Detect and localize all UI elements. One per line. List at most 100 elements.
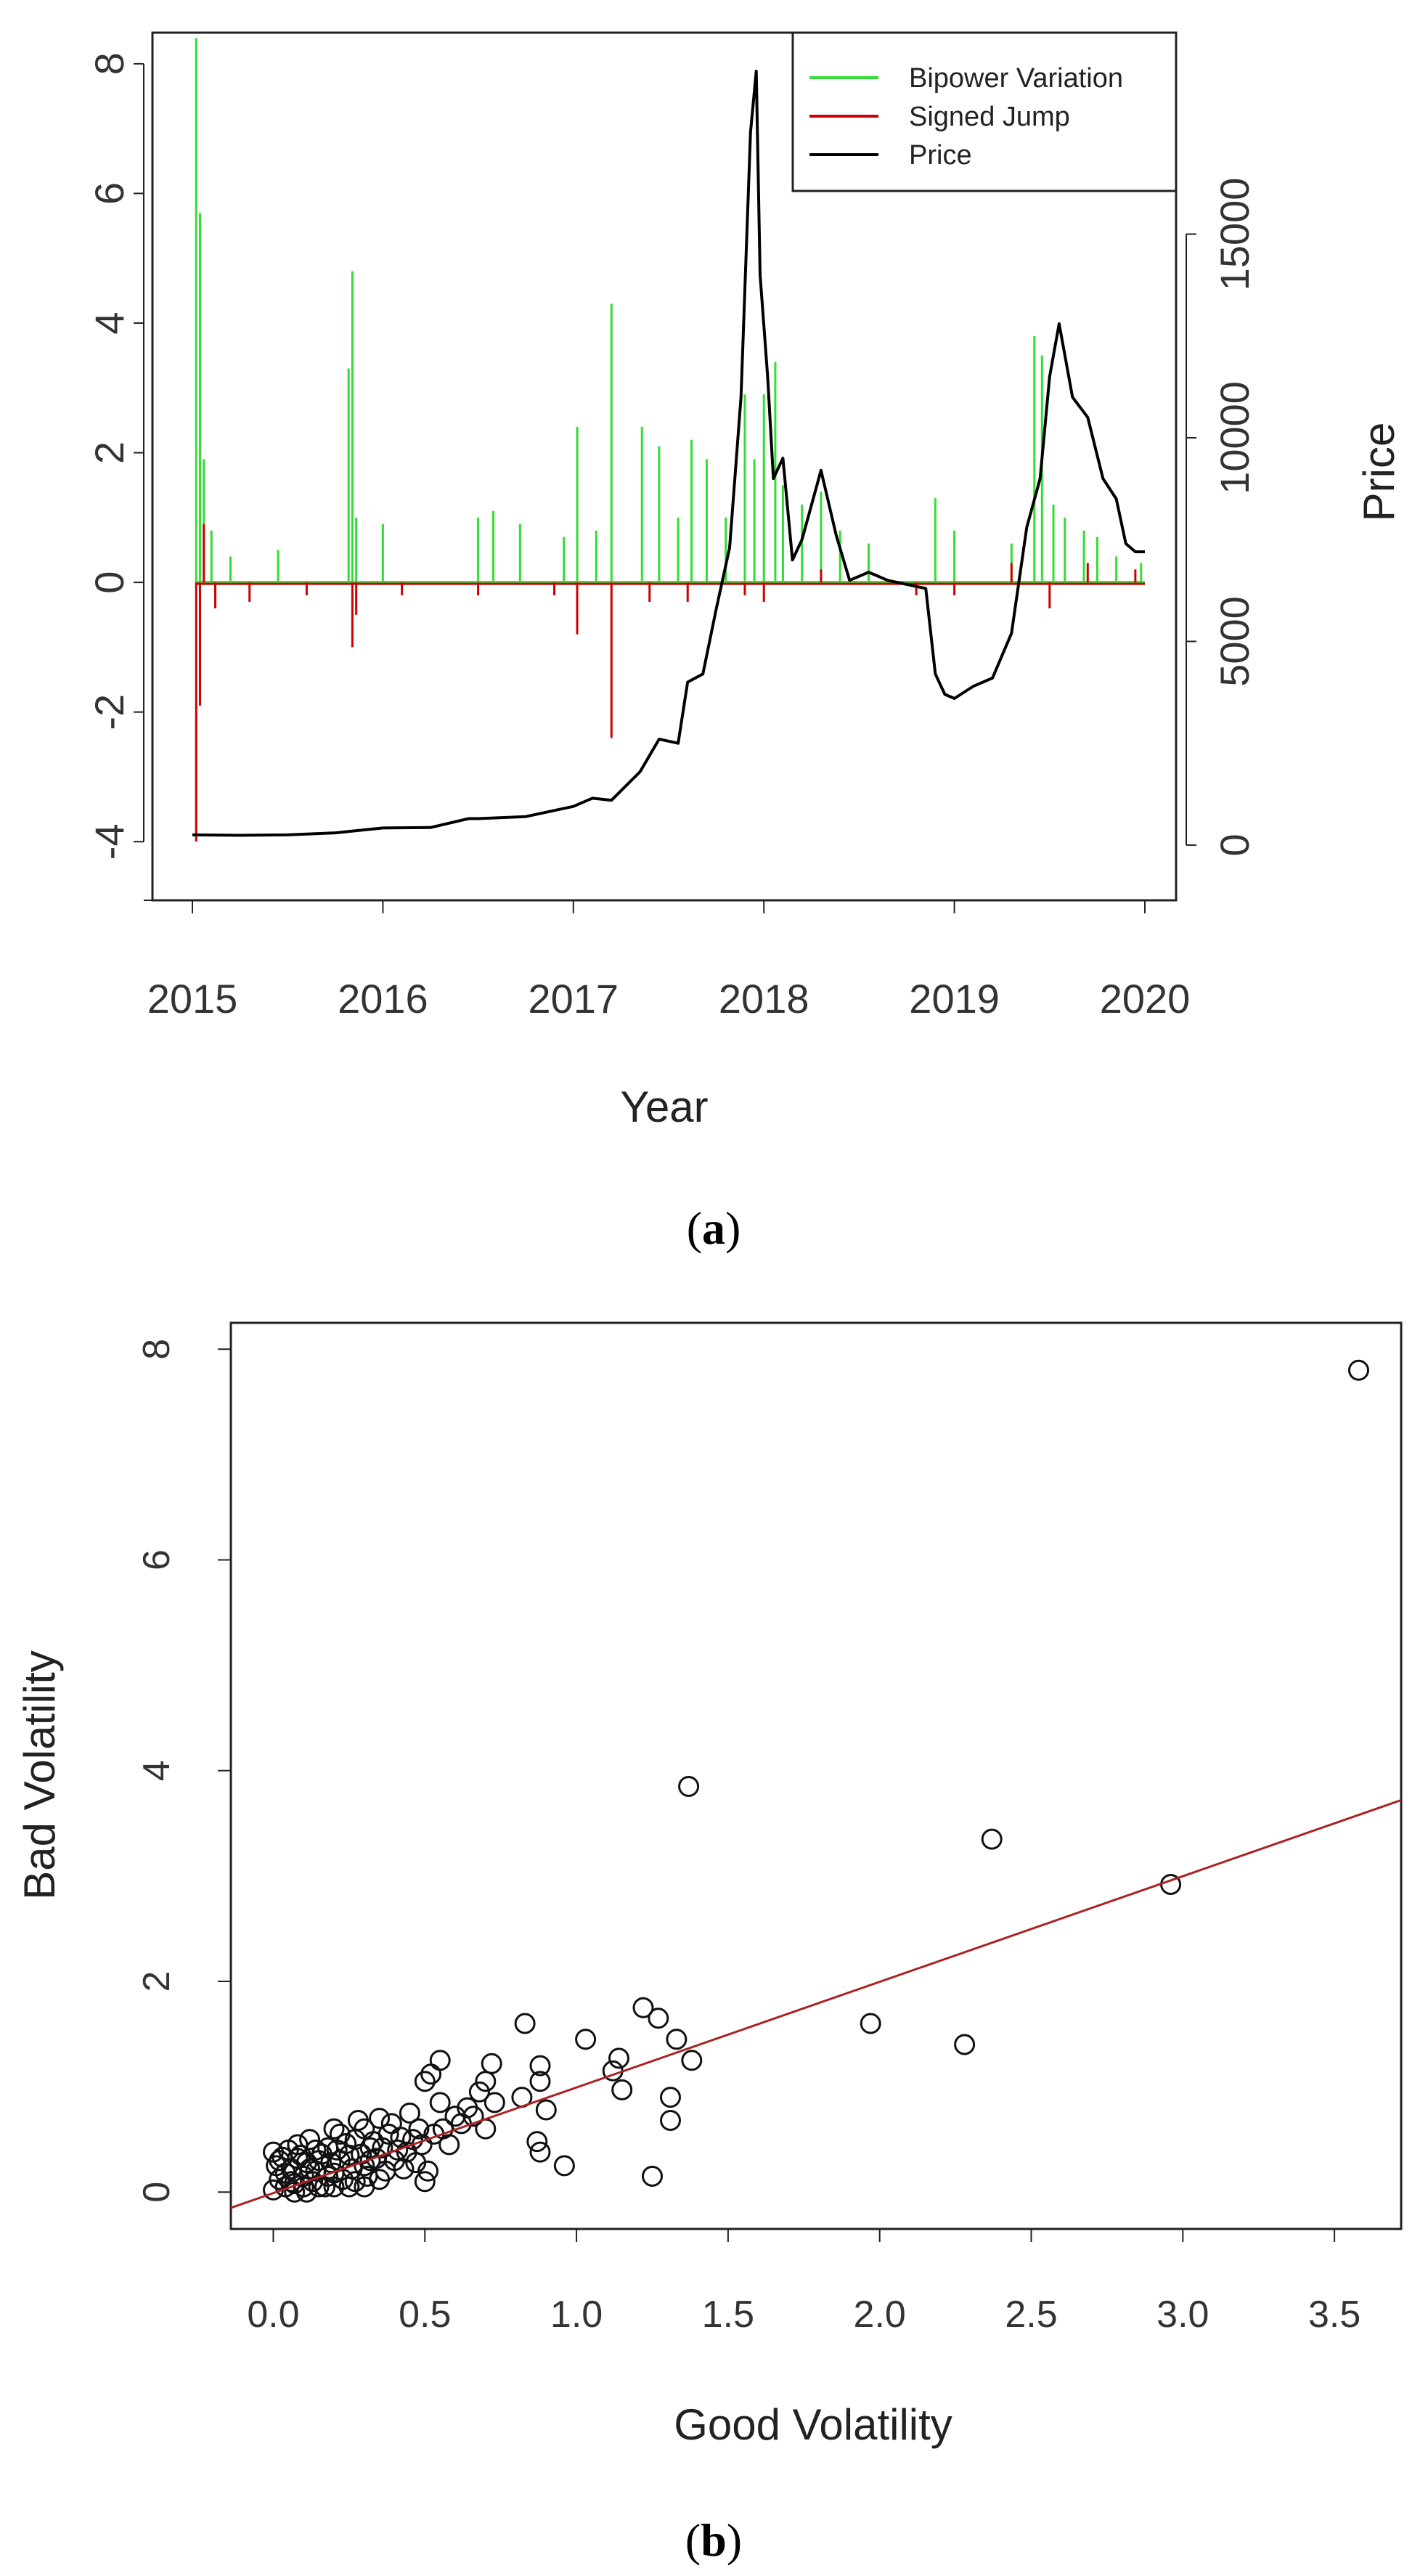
panel-a-legend: Bipower Variation Signed Jump Price xyxy=(791,31,1178,192)
y-tick-label: 0 xyxy=(136,2182,178,2203)
scatter-point xyxy=(414,2071,436,2092)
panel-a-caption: (a) xyxy=(687,1202,741,1254)
y-right-tick-label: 15000 xyxy=(1212,178,1257,291)
panel-a-right-axis-title: Price xyxy=(1355,423,1403,522)
x-tick-label: 3.5 xyxy=(1308,2294,1360,2336)
scatter-point xyxy=(981,1828,1003,1850)
scatter-point xyxy=(475,2071,497,2092)
scatter-point xyxy=(860,2013,881,2034)
panel-a-time-series: 8 6 4 2 0 -2 -4 15000 10000 5000 0 2015 … xyxy=(86,31,1403,1254)
scatter-point xyxy=(529,2055,551,2076)
x-tick-label: 2.0 xyxy=(854,2294,906,2336)
scatter-point xyxy=(263,2141,284,2163)
y-tick-label: 2 xyxy=(86,441,132,464)
scatter-point xyxy=(274,2162,296,2184)
legend-label-signed-jump: Signed Jump xyxy=(909,102,1070,132)
scatter-point xyxy=(323,2176,345,2198)
scatter-point xyxy=(393,2158,415,2180)
scatter-point xyxy=(414,2171,436,2193)
scatter-point xyxy=(359,2150,381,2172)
scatter-point xyxy=(299,2129,321,2151)
legend-label-price: Price xyxy=(909,140,972,171)
y-right-tick-label: 10000 xyxy=(1212,381,1257,494)
scatter-point xyxy=(611,2079,633,2100)
x-tick-label: 2019 xyxy=(909,976,1000,1022)
scatter-point xyxy=(305,2139,327,2161)
scatter-point xyxy=(284,2181,306,2203)
scatter-point xyxy=(648,2008,669,2029)
scatter-point xyxy=(575,2029,597,2050)
scatter-point xyxy=(954,2034,976,2055)
scatter-point xyxy=(354,2176,375,2198)
scatter-point xyxy=(295,2181,317,2203)
y-tick-label: 6 xyxy=(136,1549,178,1570)
y-right-tick-label: 0 xyxy=(1212,833,1257,856)
legend-box xyxy=(791,31,1178,192)
scatter-point xyxy=(399,2102,420,2124)
panel-b-scatter: 0 2 4 6 8 0.0 0.5 1.0 1.5 2.0 2.5 3.0 3.… xyxy=(15,1321,1403,2566)
scatter-point xyxy=(642,2165,663,2187)
scatter-point xyxy=(387,2139,409,2161)
x-tick-label: 1.0 xyxy=(550,2294,603,2336)
scatter-point xyxy=(468,2081,490,2103)
regression-line xyxy=(230,1798,1402,2209)
scatter-point xyxy=(632,1997,654,2018)
scatter-point xyxy=(526,2131,548,2153)
x-tick-label: 1.5 xyxy=(702,2294,754,2336)
x-tick-label: 2015 xyxy=(147,976,238,1022)
x-tick-label: 3.0 xyxy=(1156,2294,1209,2336)
panel-a-y-ticks: 8 6 4 2 0 -2 -4 xyxy=(86,52,132,860)
scatter-point xyxy=(681,2050,703,2071)
scatter-point xyxy=(529,2141,551,2163)
y-right-tick-label: 5000 xyxy=(1212,596,1257,687)
y-tick-label: -2 xyxy=(86,694,132,730)
x-tick-label: 2020 xyxy=(1100,976,1191,1022)
scatter-point xyxy=(420,2063,442,2085)
x-tick-label: 2.5 xyxy=(1005,2294,1057,2336)
scatter-point xyxy=(529,2071,551,2092)
panel-b-marks xyxy=(218,1348,1402,2242)
scatter-point xyxy=(462,2106,484,2127)
scatter-point xyxy=(380,2113,402,2135)
x-tick-label: 0.5 xyxy=(399,2294,451,2336)
scatter-point xyxy=(338,2176,360,2198)
scatter-point xyxy=(429,2092,451,2114)
price-line xyxy=(192,70,1145,837)
y-tick-label: 6 xyxy=(86,182,132,205)
scatter-point xyxy=(323,2118,345,2140)
panel-b-plot-frame xyxy=(229,1321,1403,2230)
y-tick-label: -4 xyxy=(86,823,132,860)
scatter-point xyxy=(608,2047,629,2069)
x-tick-label: 2016 xyxy=(338,976,428,1022)
scatter-point xyxy=(678,1776,700,1797)
scatter-point xyxy=(666,2029,688,2050)
panel-a-right-y-ticks: 15000 10000 5000 0 xyxy=(1212,178,1257,857)
y-tick-label: 4 xyxy=(136,1760,178,1781)
scatter-point xyxy=(514,2013,536,2034)
x-tick-label: 0.0 xyxy=(247,2294,299,2336)
scatter-point xyxy=(660,2110,681,2131)
scatter-point xyxy=(553,2155,575,2177)
scatter-point xyxy=(408,2118,430,2140)
scatter-point xyxy=(1348,1359,1369,1381)
legend-label-bipower: Bipower Variation xyxy=(909,63,1123,94)
scatter-point xyxy=(369,2108,391,2129)
scatter-point xyxy=(660,2087,681,2108)
panel-b-x-ticks: 0.0 0.5 1.0 1.5 2.0 2.5 3.0 3.5 xyxy=(247,2294,1360,2336)
scatter-point xyxy=(535,2099,557,2121)
y-tick-label: 4 xyxy=(86,311,132,334)
scatter-point xyxy=(372,2137,393,2159)
y-tick-label: 0 xyxy=(86,571,132,594)
panel-b-y-ticks: 0 2 4 6 8 xyxy=(136,1339,178,2203)
panel-b-caption: (b) xyxy=(685,2514,742,2566)
panel-a-marks xyxy=(134,38,1196,913)
panel-b-x-axis-title: Good Volatility xyxy=(674,2400,952,2449)
panel-a-x-axis-title: Year xyxy=(620,1083,708,1131)
y-tick-label: 2 xyxy=(136,1971,178,1992)
panel-b-y-axis-title: Bad Volatility xyxy=(15,1650,64,1900)
y-tick-label: 8 xyxy=(136,1339,178,1360)
x-tick-label: 2017 xyxy=(529,976,619,1022)
panel-a-x-ticks: 2015 2016 2017 2018 2019 2020 xyxy=(147,976,1191,1022)
x-tick-label: 2018 xyxy=(719,976,809,1022)
